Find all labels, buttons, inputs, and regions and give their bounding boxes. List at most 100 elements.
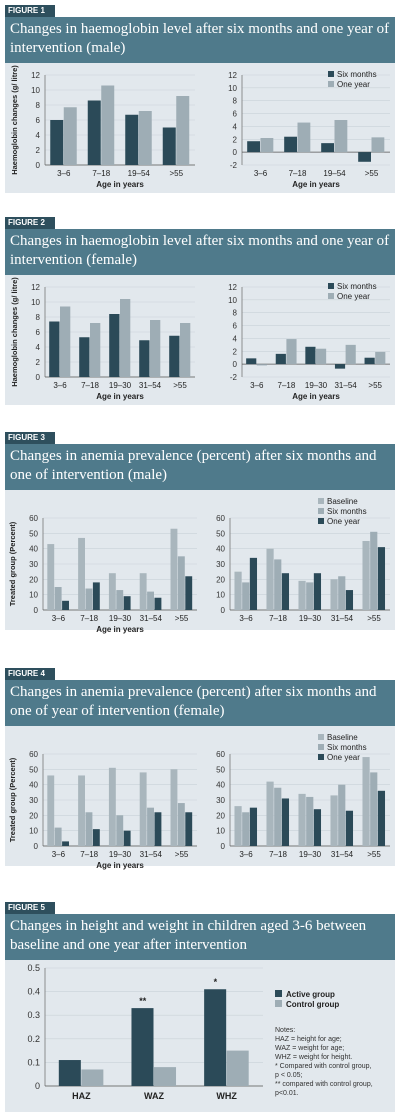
x-tick-label: 3–6: [52, 614, 66, 623]
chart-right: 0 10 20 30 40 50 60 3–6 7–18 19–30 31–54 >55 Baselin…: [216, 733, 390, 859]
y-tick-label: 10: [31, 298, 40, 307]
figure-title: Changes in haemoglobin level after six m…: [10, 21, 390, 56]
bar: [116, 590, 124, 610]
x-tick-label: 7–18: [269, 850, 287, 859]
bar: [297, 122, 311, 153]
x-tick-label: 3–6: [254, 169, 268, 178]
figure-tag: FIGURE 1: [5, 5, 55, 17]
y-tick-label: 0: [233, 360, 238, 369]
y-tick-label: 6: [233, 322, 238, 331]
bar: [170, 769, 178, 846]
y-axis-label: Treated group (Percent): [8, 757, 17, 842]
chart-right: 0 10 20 30 40 50 60 3–6 7–18 19–30 31–54 >55 Baselin…: [216, 497, 390, 623]
y-tick-label: 0: [221, 606, 226, 615]
bar: [177, 803, 185, 846]
figure-header: Changes in height and weight in children…: [5, 914, 395, 960]
figure-header: Changes in haemoglobin level after six m…: [5, 229, 395, 275]
y-tick-label: 30: [29, 560, 38, 569]
bar: [345, 344, 356, 365]
y-tick-label: 40: [216, 781, 225, 790]
bar: [85, 588, 93, 610]
legend-label: Six months: [327, 743, 367, 752]
y-tick-label: 4: [36, 343, 41, 352]
bar: [249, 557, 258, 610]
y-tick-label: 0: [233, 148, 238, 157]
y-tick-label: 50: [216, 765, 225, 774]
bar: [139, 573, 147, 610]
legend-label: Six months: [337, 282, 377, 291]
bar: [78, 537, 86, 610]
bar: [256, 364, 267, 366]
bar: [109, 314, 120, 377]
legend-label: Control group: [286, 1000, 339, 1009]
y-tick-label: 12: [31, 71, 40, 80]
y-tick-label: 50: [29, 765, 38, 774]
legend-swatch: [318, 508, 324, 514]
x-tick-label: 31–54: [139, 381, 162, 390]
y-tick-label: 2: [36, 146, 41, 155]
legend-label: One year: [337, 292, 370, 301]
bar: [364, 357, 375, 365]
bar: [81, 1069, 104, 1086]
x-tick-label: 7–18: [278, 381, 296, 390]
y-tick-label: 50: [29, 529, 38, 538]
note-line: ** compared with control group,: [275, 1081, 373, 1088]
bar: [92, 829, 100, 846]
bar: [116, 815, 124, 846]
bar: [62, 841, 69, 846]
bar: [266, 548, 274, 610]
x-axis-label: Age in years: [96, 392, 144, 401]
y-tick-label: 0: [34, 842, 39, 851]
y-axis-label: Haemoglobin changes (g/ litre): [10, 65, 19, 175]
significance-label: *: [214, 977, 218, 987]
y-tick-label: 0.4: [27, 987, 40, 997]
bar: [371, 137, 385, 153]
bar: [185, 576, 193, 610]
bar: [362, 541, 370, 610]
bar: [185, 812, 193, 846]
figure-tag: FIGURE 5: [5, 902, 55, 914]
figure-panel: 0 10 20 30 40 50 60 3–6 7–18 19–30 31–54 >55 Age in …: [5, 726, 395, 870]
bar: [92, 582, 100, 610]
figure-header: Changes in anemia prevalence (percent) a…: [5, 680, 395, 726]
legend-label: One year: [327, 753, 360, 762]
figure-5: FIGURE 5 Changes in height and weight in…: [5, 902, 395, 1114]
figure-panel: 0 2 4 6 8 10 12 3–6 7–18 19–54 >55 Age in years Haem…: [5, 63, 395, 193]
bar: [338, 576, 346, 610]
bar: [54, 827, 62, 846]
bar: [274, 559, 282, 610]
x-tick-label: 7–18: [81, 381, 99, 390]
bar: [47, 544, 55, 610]
y-axis-label: Haemoglobin changes (g/ litre): [10, 277, 19, 387]
bar: [125, 114, 139, 165]
x-tick-label: >55: [175, 614, 189, 623]
bar: [234, 571, 242, 610]
bar: [266, 781, 274, 846]
x-axis-label: Age in years: [96, 180, 144, 189]
bar: [147, 807, 154, 846]
bar: [334, 364, 346, 369]
bar: [275, 353, 286, 365]
bar: [362, 757, 370, 846]
y-tick-label: 8: [233, 97, 238, 106]
legend-swatch: [275, 990, 282, 997]
note-line: p < 0.05;: [275, 1072, 302, 1079]
y-tick-label: 8: [36, 313, 41, 322]
y-tick-label: 4: [233, 122, 238, 131]
y-tick-label: -2: [230, 373, 238, 382]
bar: [345, 590, 354, 610]
legend-swatch: [328, 283, 334, 289]
y-tick-label: 6: [233, 110, 238, 119]
chart-left: 0 2 4 6 8 10 12 3–6 7–18 19–54 >55 Age in years Haem…: [10, 65, 195, 189]
bar: [170, 528, 178, 610]
y-tick-label: 50: [216, 529, 225, 538]
chart-right: -2 0 2 4 6 8 10 12 3–6 7–18 19–30 31–54 >55 Age in ye…: [228, 282, 390, 401]
legend-swatch: [318, 518, 324, 524]
note-line: * Compared with control group,: [275, 1063, 372, 1070]
note-line: Notes:: [275, 1027, 295, 1034]
bar: [226, 1050, 249, 1086]
y-tick-label: 40: [216, 545, 225, 554]
x-tick-label: 3–6: [53, 381, 67, 390]
bar: [87, 100, 101, 165]
bar: [147, 591, 154, 610]
